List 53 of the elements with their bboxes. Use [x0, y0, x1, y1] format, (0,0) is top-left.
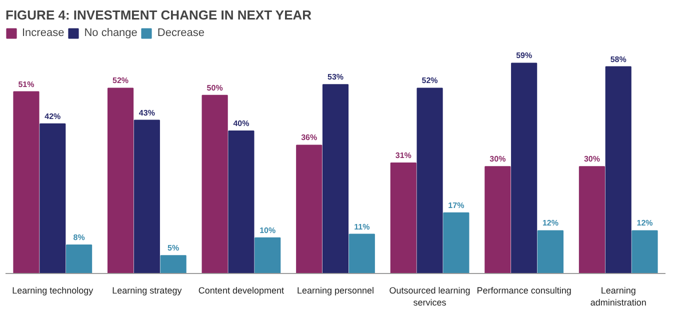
bar — [13, 91, 40, 274]
bar — [484, 166, 511, 274]
bar — [66, 244, 92, 274]
data-label: 42% — [44, 112, 61, 121]
bar — [511, 62, 538, 274]
bar — [296, 144, 322, 274]
data-label: 31% — [395, 151, 412, 160]
x-tick-label: Learning strategy — [112, 286, 182, 296]
data-label: 17% — [448, 200, 464, 210]
bar — [228, 130, 254, 274]
data-label: 8% — [73, 232, 85, 242]
data-label: 52% — [422, 76, 438, 86]
data-label: 30% — [490, 154, 506, 164]
bar — [160, 255, 186, 274]
bar — [632, 230, 658, 274]
data-label: 59% — [516, 51, 532, 60]
bar — [443, 212, 470, 274]
x-tick-label: Performance consulting — [476, 286, 572, 296]
bar — [416, 88, 443, 274]
bar — [537, 230, 564, 274]
bar — [202, 94, 228, 274]
x-tick-label: Learning personnel — [296, 286, 374, 296]
bar — [578, 166, 605, 274]
bar — [134, 120, 160, 274]
data-label: 58% — [610, 54, 626, 64]
data-label: 11% — [354, 222, 370, 232]
bar — [107, 88, 134, 274]
data-label: 52% — [112, 76, 129, 86]
data-label: 5% — [168, 244, 180, 253]
chart-title: FIGURE 4: INVESTMENT CHANGE IN NEXT YEAR — [6, 8, 312, 22]
bar — [40, 123, 66, 274]
bar — [348, 234, 375, 274]
data-label: 43% — [138, 108, 155, 118]
data-label: 53% — [327, 72, 344, 82]
x-tick-label: Content development — [198, 286, 284, 296]
data-label: 10% — [260, 226, 276, 235]
legend-label: No change — [84, 27, 138, 39]
data-label: 40% — [233, 118, 250, 128]
data-label: 30% — [584, 154, 600, 164]
data-label: 12% — [542, 218, 558, 228]
data-label: 50% — [206, 83, 223, 92]
legend-label: Increase — [22, 27, 64, 39]
bar — [322, 84, 349, 274]
x-tick-label: Outsourced learning services — [389, 286, 470, 308]
data-label: 51% — [18, 80, 34, 89]
bar — [390, 162, 416, 274]
data-label: 12% — [636, 218, 653, 228]
legend-label: Decrease — [157, 27, 204, 39]
x-tick-label: Learning technology — [12, 286, 94, 296]
bar — [605, 66, 632, 274]
bar — [254, 237, 281, 274]
data-label: 36% — [301, 133, 318, 142]
x-tick-label: Learning administration — [590, 286, 646, 308]
